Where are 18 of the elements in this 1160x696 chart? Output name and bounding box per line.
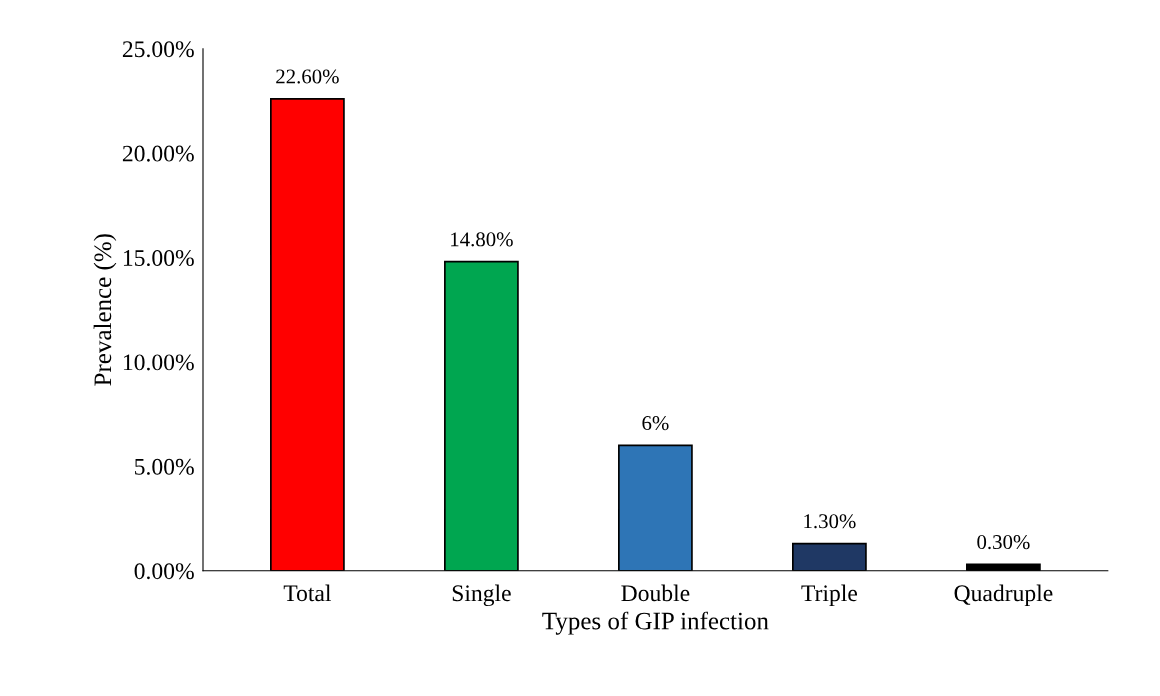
x-tick-label: Triple	[801, 584, 858, 607]
y-tick-label: 0.00%	[134, 563, 194, 580]
x-tick-label: Total	[283, 584, 332, 602]
data-label: 1.30%	[804, 514, 856, 529]
y-tick-label: 25.00%	[122, 41, 194, 58]
y-tick-label: 5.00%	[135, 458, 194, 475]
x-axis-title: Types of GIP infection	[542, 611, 769, 635]
x-tick-label: Quadruple	[954, 584, 1053, 607]
data-label: 0.30%	[977, 535, 1030, 550]
data-label: 6%	[642, 416, 669, 431]
x-tick-label: Single	[452, 584, 511, 607]
y-tick-label: 10.00%	[123, 354, 194, 371]
x-tick-label: Double	[621, 584, 690, 602]
y-tick-label: 20.00%	[122, 145, 194, 162]
data-label: 22.60%	[276, 69, 339, 84]
data-label: 14.80%	[451, 232, 513, 247]
y-axis-title: Prevalence (%)	[93, 234, 117, 386]
y-tick-label: 15.00%	[123, 250, 194, 267]
